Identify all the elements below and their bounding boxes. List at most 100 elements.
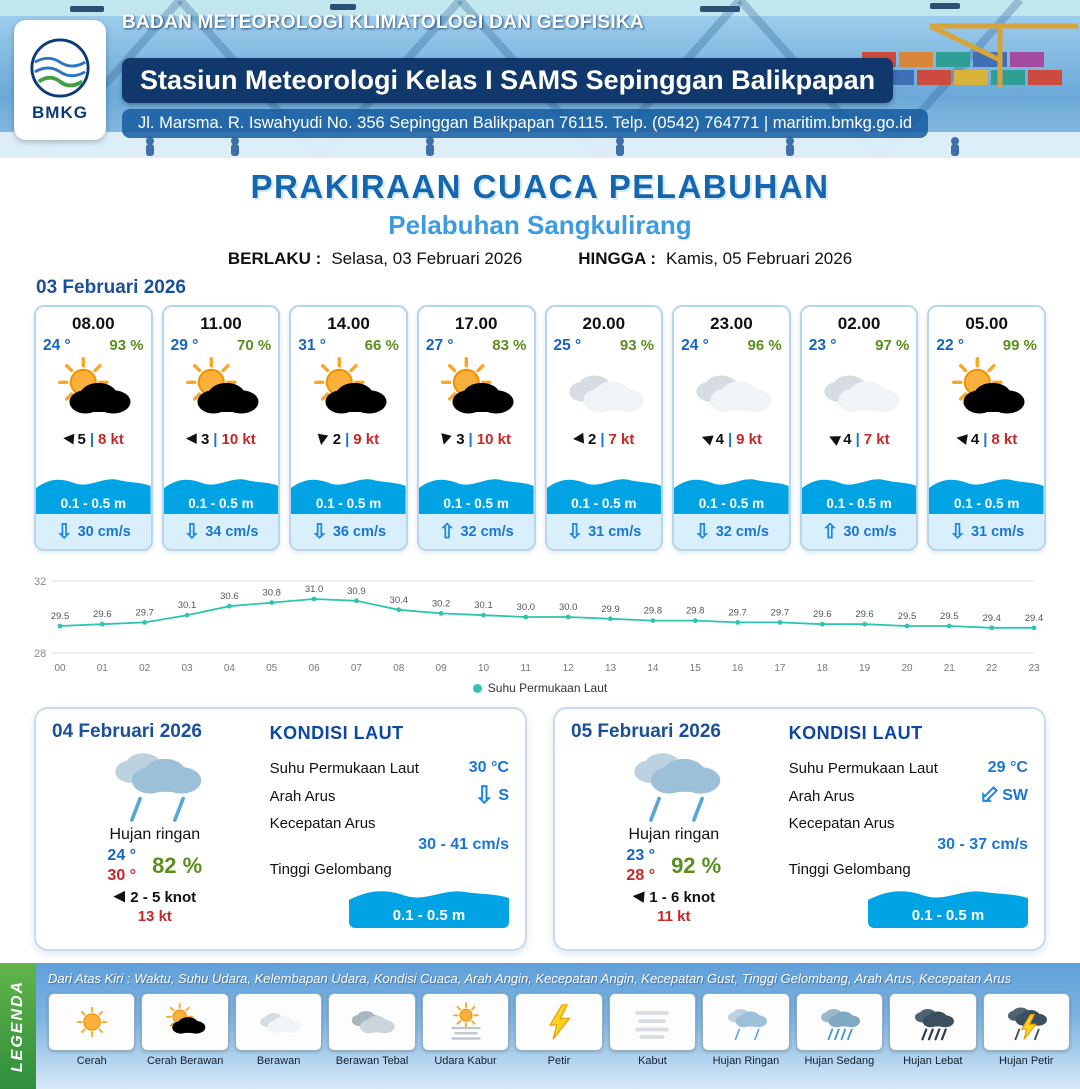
- wave-height-value: 0.1 - 0.5 m: [392, 907, 466, 924]
- forecast-time: 23.00: [710, 314, 753, 333]
- ship-shapes: [70, 3, 960, 12]
- wave-height-band: 0.1 - 0.5 m: [801, 470, 917, 514]
- chart-legend: Suhu Permukaan Laut: [28, 681, 1052, 695]
- weather-icon: [802, 355, 917, 429]
- station-name: Stasiun Meteorologi Kelas I SAMS Sepingg…: [122, 58, 894, 103]
- forecast-time: 17.00: [454, 314, 498, 333]
- legend-item-label: Petir: [547, 1055, 571, 1067]
- current-direction-icon: ⇩: [949, 520, 966, 543]
- svg-text:29.9: 29.9: [601, 604, 620, 615]
- forecast-card: 20.00 25 ° 93 % ▶ 2 | 7 kt 0.1 - 0.5 m ⇩ …: [544, 305, 664, 551]
- forecast-time: 05.00: [965, 314, 1008, 333]
- petir-icon: [515, 993, 603, 1051]
- legend-item: Petir: [515, 993, 603, 1067]
- current-speed: 36 cm/s: [332, 523, 387, 540]
- svg-text:03: 03: [181, 663, 193, 674]
- wave-height-band: 0.1 - 0.5 m: [929, 470, 1044, 514]
- day-forecast-card: 04 Februari 2026 Hujan ringan 24 ° 30 ° …: [34, 707, 527, 951]
- separator: |: [89, 431, 95, 448]
- current-direction-icon: ⇩: [55, 520, 73, 543]
- wave-shape: [163, 479, 279, 514]
- sea-conditions: KONDISI LAUT Suhu Permukaan Laut 30 °C A…: [258, 721, 509, 937]
- svg-text:19: 19: [859, 663, 871, 674]
- separator: |: [345, 431, 350, 448]
- wind-direction-icon: ▶: [437, 432, 456, 447]
- wind-row: ▶ 2 | 7 kt: [547, 429, 662, 452]
- wave-height-band: 0.1 - 0.5 m: [163, 470, 279, 514]
- temperature-block: 24 ° 30 ° 82 %: [52, 846, 258, 886]
- weather-icon: [571, 739, 777, 830]
- svg-text:08: 08: [393, 663, 405, 674]
- svg-text:30.2: 30.2: [432, 598, 451, 609]
- humidity: 93 %: [109, 337, 144, 354]
- humidity: 70 %: [237, 337, 272, 354]
- svg-text:30.8: 30.8: [262, 588, 281, 599]
- svg-text:32: 32: [34, 576, 46, 588]
- sea-conditions: KONDISI LAUT Suhu Permukaan Laut 29 °C A…: [777, 721, 1028, 937]
- current-row: ⇩ 32 cm/s: [674, 514, 789, 549]
- humidity: 92 %: [671, 853, 722, 878]
- svg-text:29.6: 29.6: [93, 609, 112, 620]
- current-row: ⇧ 32 cm/s: [418, 514, 534, 549]
- humidity: 99 %: [1002, 337, 1037, 354]
- crane-shape: [928, 23, 1078, 88]
- wind-row: ▶ 4 | 7 kt: [802, 429, 917, 452]
- svg-text:21: 21: [944, 663, 956, 674]
- svg-text:23: 23: [1028, 663, 1040, 674]
- svg-text:16: 16: [732, 663, 744, 674]
- berawan-tebal-icon: [328, 993, 416, 1051]
- svg-text:15: 15: [690, 663, 702, 674]
- weather-icon: [291, 355, 406, 429]
- page-title: PRAKIRAAN CUACA PELABUHAN: [250, 168, 830, 205]
- wave-height-value: 0.1 - 0.5 m: [826, 496, 892, 511]
- svg-text:29.5: 29.5: [51, 611, 70, 622]
- legend-item-label: Hujan Ringan: [712, 1055, 780, 1067]
- current-speed: 30 cm/s: [77, 523, 131, 540]
- svg-text:30.1: 30.1: [474, 600, 493, 611]
- temp-max: 30 °: [107, 867, 137, 884]
- current-direction-icon: ⇩: [693, 520, 711, 543]
- wind-direction-icon: ▶: [572, 431, 585, 448]
- sst-value: 30 °C: [468, 759, 509, 776]
- wind-direction-icon: ▶: [62, 431, 75, 448]
- forecast-time: 20.00: [582, 314, 626, 333]
- wind-speed: 5: [77, 431, 86, 448]
- separator: |: [468, 431, 473, 448]
- svg-text:31.0: 31.0: [305, 584, 324, 595]
- svg-text:29.7: 29.7: [728, 607, 747, 618]
- forecast-card: 14.00 31 ° 66 % ▶ 2 | 9 kt 0.1 - 0.5 m ⇩ …: [289, 305, 408, 551]
- sst-chart-section: 32 28 29.5 00 29.6 01 29.7 02 30.1 03 30.6 04 30.8 05…: [28, 559, 1052, 695]
- current-row: ⇧ 30 cm/s: [801, 514, 917, 549]
- current-speed: 32 cm/s: [460, 523, 514, 540]
- legend-item-label: Berawan Tebal: [335, 1055, 409, 1067]
- wind-speed: 4: [715, 431, 724, 448]
- wave-height-value: 0.1 - 0.5 m: [698, 496, 765, 511]
- legend-item: Hujan Petir: [982, 993, 1070, 1067]
- gust-speed: 11 kt: [657, 908, 691, 925]
- temp-max: 28 °: [626, 867, 656, 884]
- svg-text:07: 07: [351, 663, 363, 674]
- current-speed: 32 cm/s: [715, 523, 769, 540]
- hujan-lebat-icon: [889, 993, 977, 1051]
- svg-text:18: 18: [817, 663, 829, 674]
- current-speed: 30 cm/s: [843, 523, 897, 540]
- svg-text:30.0: 30.0: [517, 602, 536, 613]
- separator: |: [983, 431, 988, 448]
- weather-label: Hujan ringan: [628, 826, 720, 843]
- svg-text:05: 05: [266, 663, 278, 674]
- temperature: 22 °: [936, 337, 965, 354]
- legend-item: Cerah: [48, 993, 136, 1067]
- separator: |: [213, 431, 218, 448]
- wind-range: 1 - 6 knot: [649, 889, 716, 906]
- current-speed-value: 30 - 37 cm/s: [937, 836, 1028, 853]
- legend-item-label: Hujan Sedang: [804, 1055, 875, 1067]
- sea-conditions-title: KONDISI LAUT: [269, 723, 404, 743]
- svg-text:29.5: 29.5: [940, 611, 959, 622]
- legend-item-label: Hujan Petir: [999, 1055, 1054, 1067]
- legend-title-band: LEGENDA: [0, 963, 36, 1089]
- current-speed: 31 cm/s: [588, 523, 642, 540]
- svg-text:22: 22: [986, 663, 998, 674]
- legend-marker-icon: [472, 683, 482, 693]
- wave-height-band: 0.1 - 0.5 m: [418, 470, 534, 514]
- legend-item-label: Kabut: [638, 1055, 667, 1067]
